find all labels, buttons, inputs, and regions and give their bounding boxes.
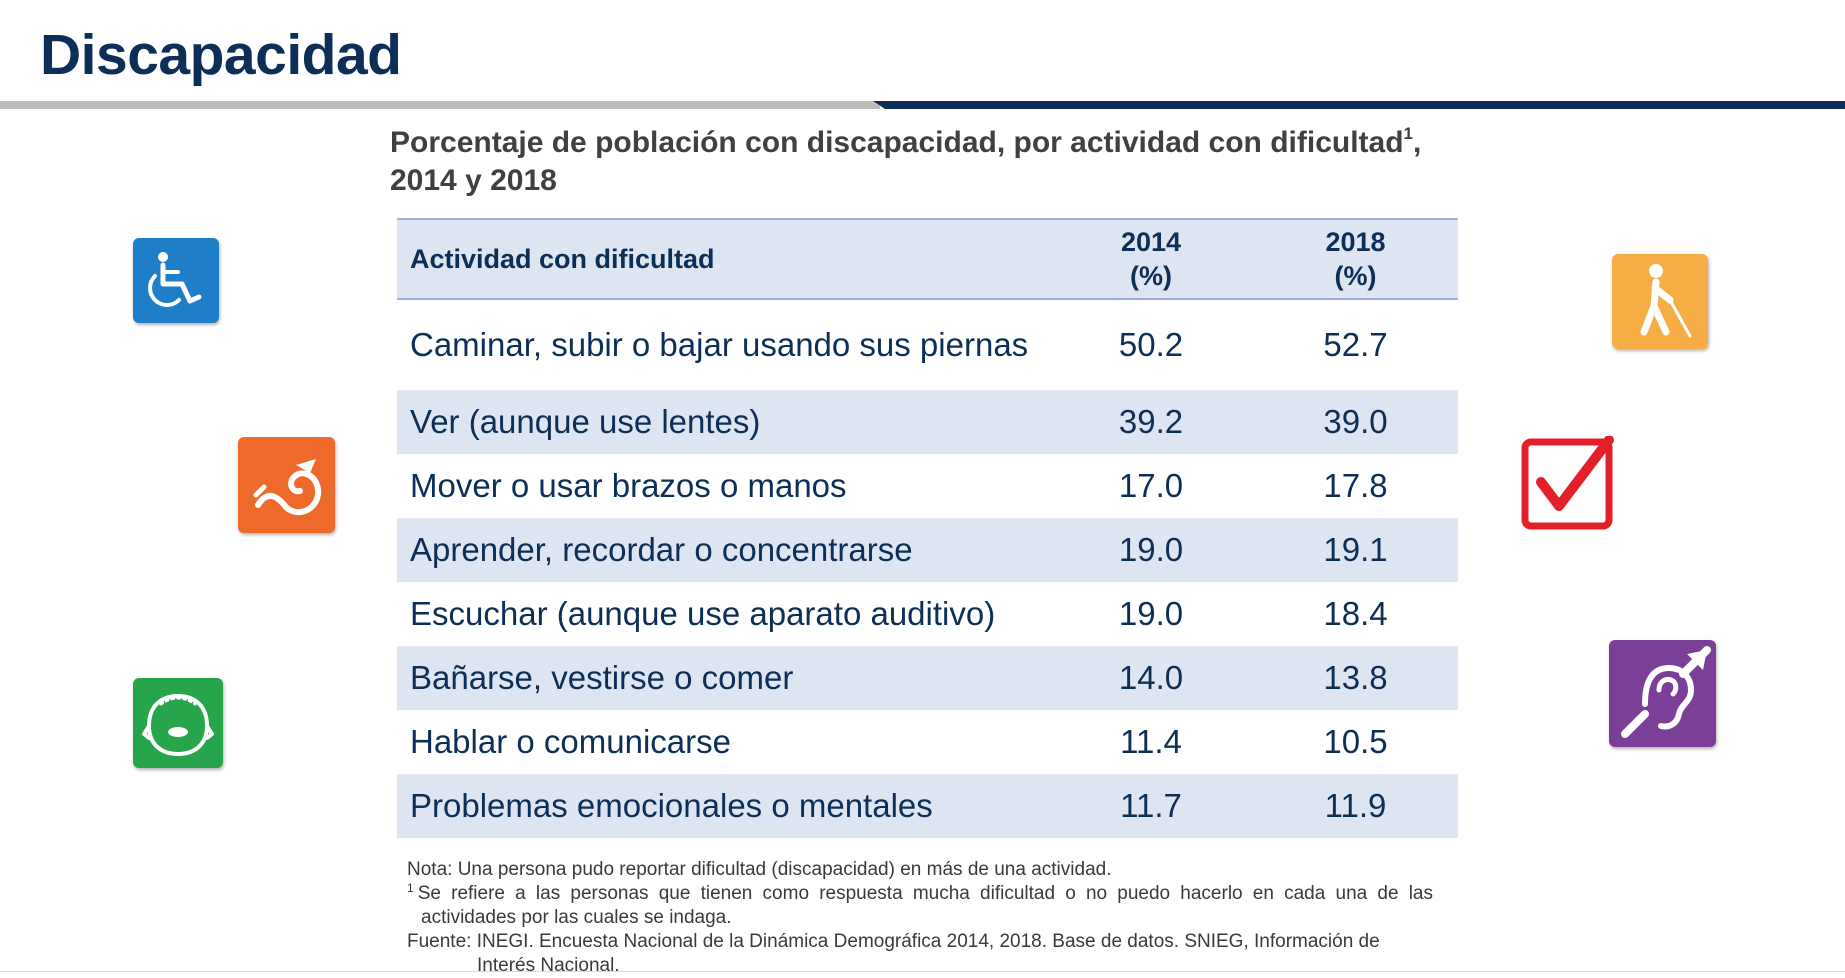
- row-activity: Hablar o comunicarse: [410, 723, 731, 760]
- row-value-2018: 11.9: [1324, 787, 1387, 824]
- footnote-1: 1 Se refiere a las personas que tienen co…: [407, 882, 1433, 930]
- arm-movement-icon: [238, 437, 335, 533]
- row-value-2014: 39.2: [1118, 403, 1184, 440]
- row-activity: Caminar, subir o bajar usando sus pierna…: [410, 326, 1029, 363]
- header-2018-unit: (%): [1334, 261, 1377, 291]
- table-row: Escuchar (aunque use aparato auditivo) 1…: [397, 582, 1458, 646]
- blind-person-cane-icon: [1612, 254, 1708, 349]
- header-rule-grey: [0, 101, 880, 109]
- subtitle-line1: Porcentaje de población con discapacidad…: [390, 126, 1404, 159]
- row-value-2014: 50.2: [1118, 326, 1184, 363]
- row-value-2018: 10.5: [1323, 723, 1388, 760]
- header-2018: 2018 (%): [1253, 218, 1458, 300]
- bottom-divider: [0, 971, 1845, 972]
- header-2014-year: 2014: [1120, 227, 1182, 257]
- table-row: Ver (aunque use lentes) 39.2 39.0: [397, 390, 1458, 454]
- disability-table: Actividad con dificultad 2014 (%) 2018 (%)…: [397, 218, 1458, 838]
- subtitle-footnote-mark: 1: [1403, 124, 1414, 143]
- header-2014: 2014 (%): [1049, 218, 1253, 300]
- wheelchair-icon: [133, 238, 219, 323]
- note-text: Nota: Una persona pudo reportar dificult…: [407, 859, 1112, 880]
- table-row: Aprender, recordar o concentrarse 19.0 1…: [397, 518, 1458, 582]
- subtitle-line2: 2014 y 2018: [390, 164, 557, 197]
- row-value-2014: 19.0: [1118, 595, 1184, 632]
- table-row: Problemas emocionales o mentales 11.7 11…: [397, 774, 1458, 838]
- header-rule-navy: [873, 101, 1845, 109]
- row-activity: Aprender, recordar o concentrarse: [410, 531, 913, 568]
- table-row: Bañarse, vestirse o comer 14.0 13.8: [397, 646, 1458, 710]
- header-2018-year: 2018: [1325, 227, 1386, 257]
- row-value-2018: 39.0: [1323, 403, 1388, 440]
- header-2014-unit: (%): [1130, 261, 1172, 291]
- row-value-2014: 14.0: [1118, 659, 1184, 696]
- row-value-2018: 52.7: [1323, 326, 1388, 363]
- deaf-ear-icon: [1609, 640, 1716, 747]
- row-value-2018: 17.8: [1323, 467, 1388, 504]
- row-value-2018: 19.1: [1323, 531, 1388, 568]
- row-value-2014: 19.0: [1118, 531, 1184, 568]
- row-value-2014: 11.4: [1120, 723, 1182, 760]
- row-value-2014: 11.7: [1120, 787, 1182, 824]
- footnote-mark: 1: [407, 881, 414, 895]
- subtitle-line1-end: ,: [1413, 126, 1422, 159]
- page-title: Discapacidad: [40, 23, 402, 87]
- table-row: Caminar, subir o bajar usando sus pierna…: [397, 299, 1458, 390]
- face-speech-icon: [133, 678, 223, 768]
- table-notes: Nota: Una persona pudo reportar dificult…: [407, 858, 1433, 978]
- source-text: Fuente: INEGI. Encuesta Nacional de la D…: [407, 931, 1380, 976]
- row-value-2018: 18.4: [1323, 595, 1388, 632]
- table-header-row: Actividad con dificultad 2014 (%) 2018 (%): [397, 218, 1458, 300]
- row-value-2014: 17.0: [1118, 467, 1184, 504]
- row-activity: Escuchar (aunque use aparato auditivo): [410, 595, 996, 632]
- row-activity: Bañarse, vestirse o comer: [410, 659, 794, 696]
- header-activity: Actividad con dificultad: [397, 218, 1049, 300]
- row-value-2018: 13.8: [1323, 659, 1388, 696]
- table-subtitle: Porcentaje de población con discapacidad…: [390, 124, 1510, 200]
- footnote-text: Se refiere a las personas que tienen com…: [417, 883, 1433, 928]
- row-activity: Ver (aunque use lentes): [410, 403, 761, 440]
- table-row: Mover o usar brazos o manos 17.0 17.8: [397, 454, 1458, 518]
- table-row: Hablar o comunicarse 11.4 10.5: [397, 710, 1458, 774]
- row-activity: Mover o usar brazos o manos: [410, 467, 847, 504]
- checkmark-box-icon: [1521, 436, 1615, 530]
- row-activity: Problemas emocionales o mentales: [410, 787, 933, 824]
